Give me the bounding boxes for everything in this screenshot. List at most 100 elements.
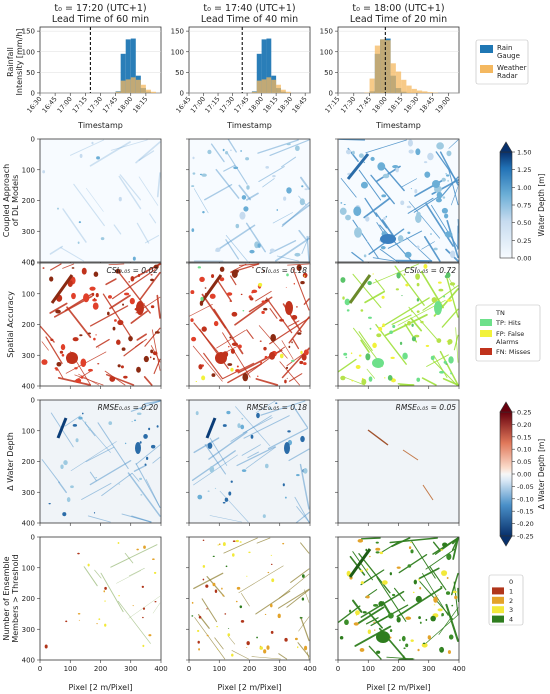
flood-patch: [301, 574, 305, 578]
flood-street: [292, 405, 309, 428]
flood-patch: [381, 194, 387, 198]
flood-patch: [202, 578, 205, 581]
flood-street: [423, 236, 441, 262]
flood-patch: [399, 341, 403, 345]
flood-street: [408, 306, 440, 342]
flood-patch: [197, 494, 203, 500]
flood-patch: [440, 586, 443, 588]
colorbar-label: Water Depth [m]: [537, 173, 546, 236]
colorbar-tick-label: 0.10: [517, 446, 531, 454]
flood-patch: [191, 185, 195, 188]
flood-patch: [211, 274, 215, 278]
flood-street: [422, 484, 434, 501]
flood-patch: [235, 369, 240, 373]
flood-patch: [202, 210, 205, 214]
map-content: [40, 263, 161, 386]
flood-patch: [427, 635, 432, 640]
legend-label: TP: Hits: [495, 319, 521, 327]
x-tick-label: 17:45: [232, 95, 250, 114]
flood-patch: [263, 649, 267, 654]
flood-patch: [359, 648, 365, 652]
y-tick-label: 50: [26, 69, 35, 77]
flood-patch: [132, 256, 136, 261]
map-panel-coupled: 0 100 200 300 400: [22, 136, 162, 267]
flood-patch: [228, 491, 232, 496]
flood-street: [156, 172, 161, 198]
flood-patch: [221, 587, 223, 590]
flood-street: [352, 599, 363, 613]
x-tick-label: 16:30: [25, 95, 43, 114]
flood-patch: [209, 465, 215, 473]
flood-street: [246, 329, 254, 340]
flood-patch: [251, 291, 254, 294]
column-title-t0: t₀ = 18:00 (UTC+1): [352, 3, 444, 14]
flood-patch: [195, 411, 199, 416]
flood-patch: [396, 616, 401, 623]
flood-patch: [44, 644, 48, 649]
flood-patch: [367, 281, 372, 286]
flood-street: [191, 450, 236, 481]
flood-patch: [264, 299, 268, 302]
map-content: [191, 139, 310, 262]
flood-patch: [212, 555, 215, 557]
flood-patch: [418, 578, 420, 581]
flood-patch: [150, 305, 155, 309]
flood-street: [105, 278, 117, 286]
flood-patch: [205, 584, 209, 588]
flood-patch: [190, 318, 194, 322]
map-panel-ensemble: 0 0 100 100 200 200 300 300 400 400 Pixel [2 m/Pix…: [22, 534, 168, 693]
flood-patch: [436, 142, 444, 150]
y-tick-label: 100: [171, 48, 184, 56]
flood-street: [295, 511, 310, 523]
map-content: [338, 537, 459, 660]
flood-patch: [75, 438, 79, 443]
flood-patch: [115, 268, 121, 274]
flood-patch: [362, 611, 367, 614]
flood-patch: [246, 647, 248, 648]
label-line: Rainfall: [6, 47, 15, 77]
flood-patch: [401, 295, 403, 297]
flood-patch: [63, 460, 68, 466]
flood-patch: [136, 412, 142, 416]
map-content: [338, 139, 459, 262]
flood-patch: [135, 442, 141, 454]
flood-patch: [263, 307, 268, 311]
flood-patch: [207, 490, 210, 492]
flood-patch: [365, 353, 371, 361]
flood-patch: [392, 593, 396, 597]
flood-patch: [77, 241, 80, 244]
flood-patch: [377, 162, 386, 171]
flood-patch: [75, 378, 82, 383]
bar-weather-radar: [251, 91, 257, 93]
flood-street: [234, 299, 270, 326]
flood-patch: [378, 601, 384, 607]
flood-patch: [433, 247, 438, 251]
bar-rain-gauge: [261, 39, 267, 93]
flood-street: [360, 339, 370, 353]
flood-patch: [143, 303, 145, 305]
flood-patch: [432, 180, 440, 188]
colorbar-tick-label: 0.00: [517, 471, 531, 479]
flood-street: [60, 247, 85, 262]
flood-street: [381, 541, 399, 553]
flood-patch: [437, 608, 443, 612]
flood-patch: [264, 355, 268, 359]
chart-frame: [188, 26, 311, 94]
flood-patch: [239, 211, 246, 220]
flood-patch: [430, 233, 432, 235]
flood-patch: [143, 434, 148, 439]
flood-patch: [448, 634, 454, 640]
flood-street: [451, 186, 459, 206]
flood-street: [421, 377, 437, 386]
flood-patch: [104, 586, 107, 590]
flood-street: [432, 541, 442, 552]
flood-street: [406, 237, 432, 262]
flood-street: [379, 248, 397, 262]
flood-street: [118, 175, 142, 210]
flood-patch: [450, 372, 452, 375]
flood-patch: [57, 207, 59, 210]
flood-patch: [387, 612, 394, 619]
flood-patch: [256, 412, 260, 419]
flood-patch: [87, 332, 91, 335]
colorbar-extend-bottom: [499, 535, 513, 547]
